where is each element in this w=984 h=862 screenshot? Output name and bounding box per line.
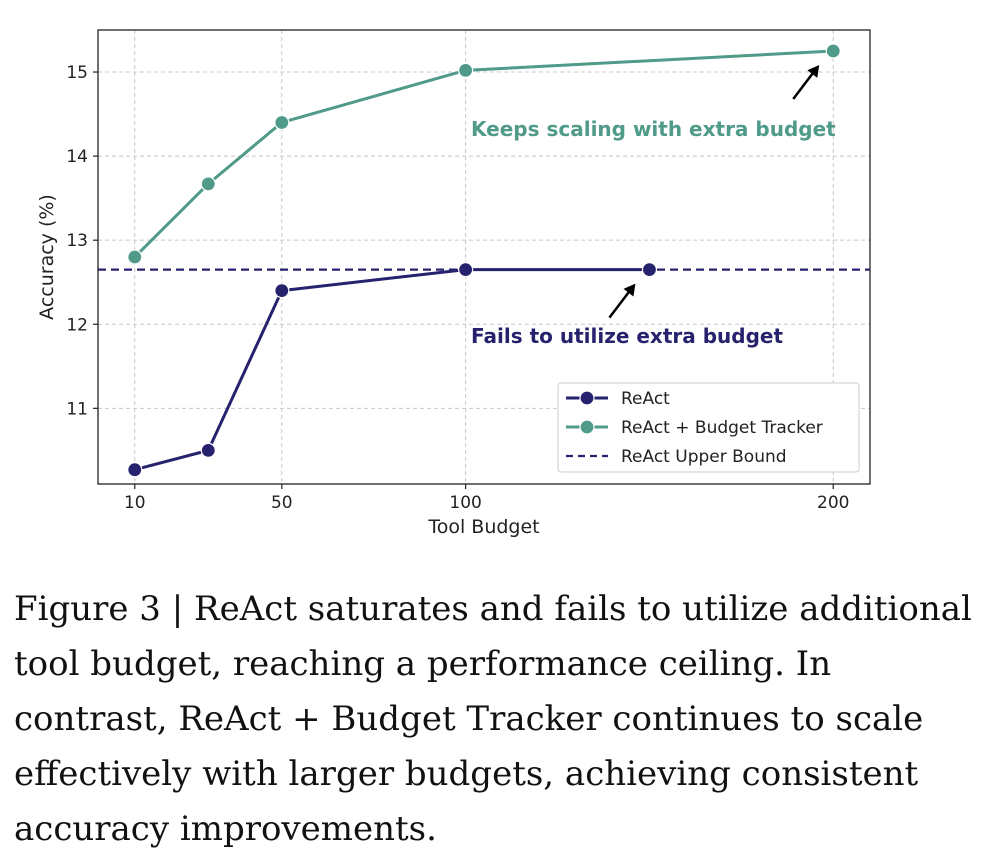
series-1-point-4 xyxy=(825,43,841,59)
legend-marker-0 xyxy=(579,390,595,406)
y-axis-label: Accuracy (%) xyxy=(36,194,58,320)
x-tick-label-10: 10 xyxy=(124,493,146,513)
legend-marker-1 xyxy=(579,419,595,435)
y-tick-label-15: 15 xyxy=(66,63,88,83)
series-line-1 xyxy=(133,49,834,259)
series-1-point-2 xyxy=(274,114,290,131)
y-tick-label-13: 13 xyxy=(66,231,88,251)
legend-box xyxy=(557,382,860,473)
series-0-point-1 xyxy=(200,442,216,458)
annotation-arrow-head-1 xyxy=(623,283,636,297)
y-tick-label-11: 11 xyxy=(66,399,88,419)
series-0-point-0 xyxy=(127,462,143,478)
annotation-arrow-head-0 xyxy=(807,65,820,78)
x-tick-label-50: 50 xyxy=(271,493,293,513)
x-tick-label-200: 200 xyxy=(817,493,849,513)
series-1-point-3 xyxy=(458,62,474,78)
series-0-point-2 xyxy=(274,283,290,299)
ticks: 10 50 100 200 11 12 13 14 15 xyxy=(66,63,849,513)
series-0-point-3 xyxy=(458,262,474,278)
chart: 10 50 100 200 11 12 13 14 15 Tool Budget Accurac… xyxy=(36,29,871,538)
y-tick-label-12: 12 xyxy=(66,315,88,335)
legend: ReAct ReAct + Budget Tracker ReAct Upper B… xyxy=(557,382,860,473)
x-tick-label-100: 100 xyxy=(449,493,481,513)
series-points xyxy=(127,43,841,478)
annotation-arrows xyxy=(608,65,820,319)
legend-label-0: ReAct xyxy=(621,389,670,409)
annotation-fails-to-utilize: Fails to utilize extra budget xyxy=(471,324,783,348)
annotations: Keeps scaling with extra budget Fails to… xyxy=(471,65,836,348)
plot-frame xyxy=(97,29,871,485)
figure-caption: Figure 3 | ReAct saturates and fails to … xyxy=(14,589,972,849)
series-0-point-4 xyxy=(641,262,658,278)
annotation-keeps-scaling: Keeps scaling with extra budget xyxy=(471,117,836,141)
y-tick-label-14: 14 xyxy=(66,147,88,167)
annotation-arrow-shaft-1 xyxy=(608,287,633,319)
legend-label-1: ReAct + Budget Tracker xyxy=(621,418,823,438)
series-1-point-1 xyxy=(200,176,216,192)
x-axis-label: Tool Budget xyxy=(427,516,539,538)
legend-label-2: ReAct Upper Bound xyxy=(621,447,787,467)
series-1-point-0 xyxy=(127,249,143,265)
annotation-arrow-shaft-0 xyxy=(792,69,817,100)
